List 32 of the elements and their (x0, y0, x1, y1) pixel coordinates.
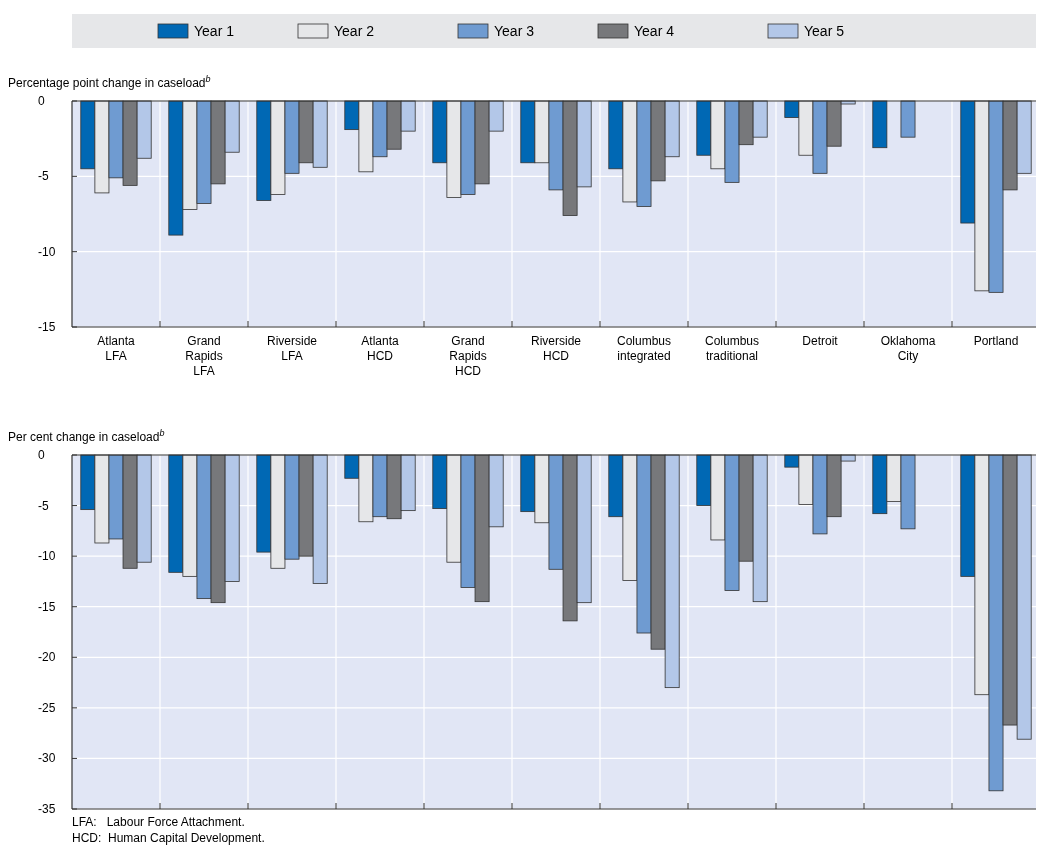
y-tick-label: -15 (38, 599, 56, 614)
legend-label: Year 4 (634, 23, 675, 39)
legend-label: Year 3 (494, 23, 535, 39)
legend-label: Year 2 (334, 23, 375, 39)
x-tick-label: Atlanta LFA (97, 334, 136, 363)
y-tick-label: -5 (38, 169, 49, 184)
y-tick-label: -25 (38, 700, 56, 715)
x-tick-label: Detroit (802, 334, 839, 348)
y-tick-label: -30 (38, 751, 56, 766)
text: LFA: Labour Force Attachment. (72, 815, 245, 829)
legend-label: Year 5 (804, 23, 845, 39)
text: HCD: Human Capital Development. (72, 831, 265, 845)
y-axis-title: Percentage point change in caseload$^{b}$ (8, 74, 211, 90)
x-tick-label: Grand Rapids HCD (449, 334, 487, 378)
x-tick-label: Columbus integrated (616, 334, 672, 363)
x-tick-label: Atlanta HCD (361, 334, 400, 363)
x-tick-label: Riverside LFA (266, 334, 318, 363)
y-tick-label: -5 (38, 498, 49, 513)
y-tick-label: -10 (38, 244, 56, 259)
legend-label: Year 1 (194, 23, 235, 39)
y-tick-label: 0 (38, 94, 45, 108)
y-tick-label: -35 (38, 802, 56, 816)
x-tick-label: Columbus traditional (704, 334, 760, 363)
y-tick-label: -15 (38, 320, 56, 334)
x-tick-label: Oklahoma City (880, 334, 936, 363)
y-tick-label: -20 (38, 650, 56, 665)
y-tick-label: -10 (38, 549, 56, 564)
x-tick-label: Grand Rapids LFA (185, 334, 223, 378)
y-axis-title: Per cent change in caseload$^{b}$ (8, 428, 165, 444)
y-tick-label: 0 (38, 448, 45, 462)
x-tick-label: Riverside HCD (530, 334, 582, 363)
x-tick-label: Portland (973, 334, 1019, 348)
